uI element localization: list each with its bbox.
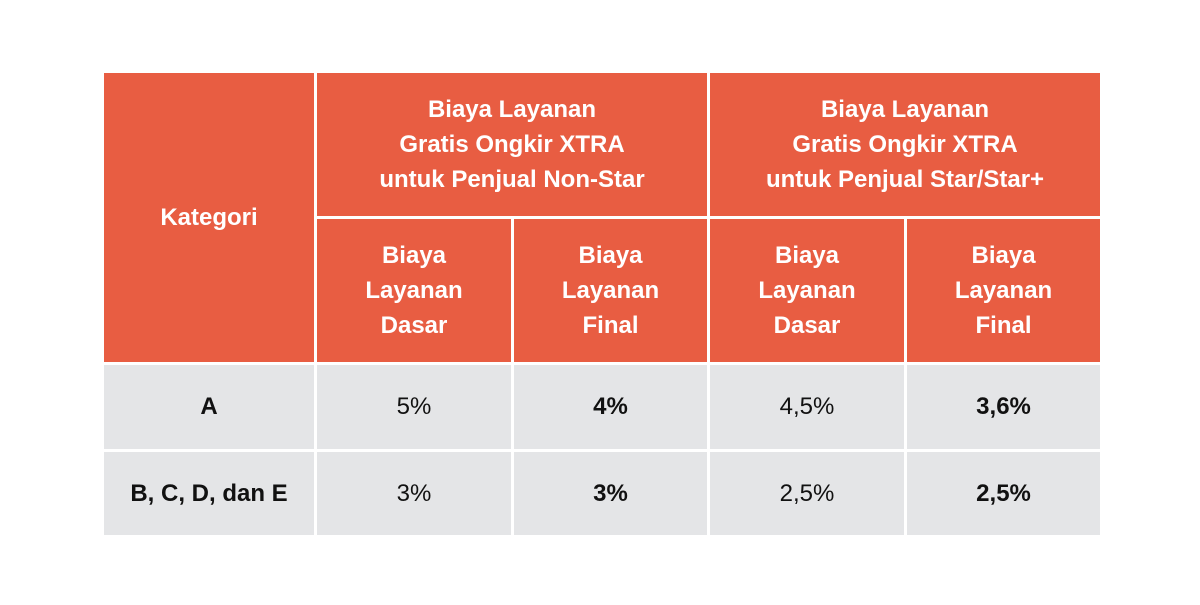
cell-star-dasar: 2,5% [707, 449, 908, 538]
subheader-non-star-final: Biaya Layanan Final [510, 216, 711, 365]
header-kategori-label: Kategori [160, 204, 258, 231]
header-group-non-star: Biaya Layanan Gratis Ongkir XTRA untuk P… [313, 70, 711, 219]
subheader-line: Layanan [758, 277, 856, 304]
subheader-line: Layanan [365, 277, 463, 304]
header-group-line: Biaya Layanan [820, 96, 990, 123]
header-group-line: Biaya Layanan [427, 96, 597, 123]
cell-non-star-dasar: 3% [314, 449, 514, 538]
subheader-star-dasar: Biaya Layanan Dasar [707, 216, 908, 365]
service-fee-table: Kategori Biaya Layanan Gratis Ongkir XTR… [101, 70, 1104, 538]
subheader-line: Dasar [380, 312, 448, 339]
subheader-line: Layanan [954, 277, 1053, 304]
header-group-line: Gratis Ongkir XTRA [399, 131, 625, 158]
cell-non-star-final: 4% [510, 362, 711, 452]
row-category: A [101, 362, 317, 452]
row-category: B, C, D, dan E [101, 449, 317, 538]
subheader-line: Dasar [773, 312, 841, 339]
subheader-line: Biaya [971, 242, 1036, 269]
cell-star-dasar: 4,5% [707, 362, 908, 452]
subheader-line: Biaya [578, 242, 643, 269]
subheader-line: Layanan [561, 277, 660, 304]
header-group-line: untuk Penjual Non-Star [379, 166, 645, 193]
cell-non-star-final: 3% [510, 449, 711, 538]
cell-star-final: 2,5% [904, 449, 1104, 538]
subheader-star-final: Biaya Layanan Final [904, 216, 1104, 365]
subheader-line: Biaya [381, 242, 447, 269]
header-group-star: Biaya Layanan Gratis Ongkir XTRA untuk P… [707, 70, 1104, 219]
cell-star-final: 3,6% [904, 362, 1104, 452]
header-group-line: untuk Penjual Star/Star+ [765, 166, 1045, 193]
header-kategori: Kategori [101, 70, 317, 365]
header-group-line: Gratis Ongkir XTRA [792, 131, 1018, 158]
subheader-line: Biaya [774, 242, 840, 269]
table-row: A 5% 4% 4,5% 3,6% [101, 362, 1104, 452]
cell-non-star-dasar: 5% [314, 362, 514, 452]
subheader-line: Final [582, 312, 639, 339]
subheader-line: Final [975, 312, 1032, 339]
table-row: B, C, D, dan E 3% 3% 2,5% 2,5% [101, 449, 1104, 538]
subheader-non-star-dasar: Biaya Layanan Dasar [314, 216, 514, 365]
